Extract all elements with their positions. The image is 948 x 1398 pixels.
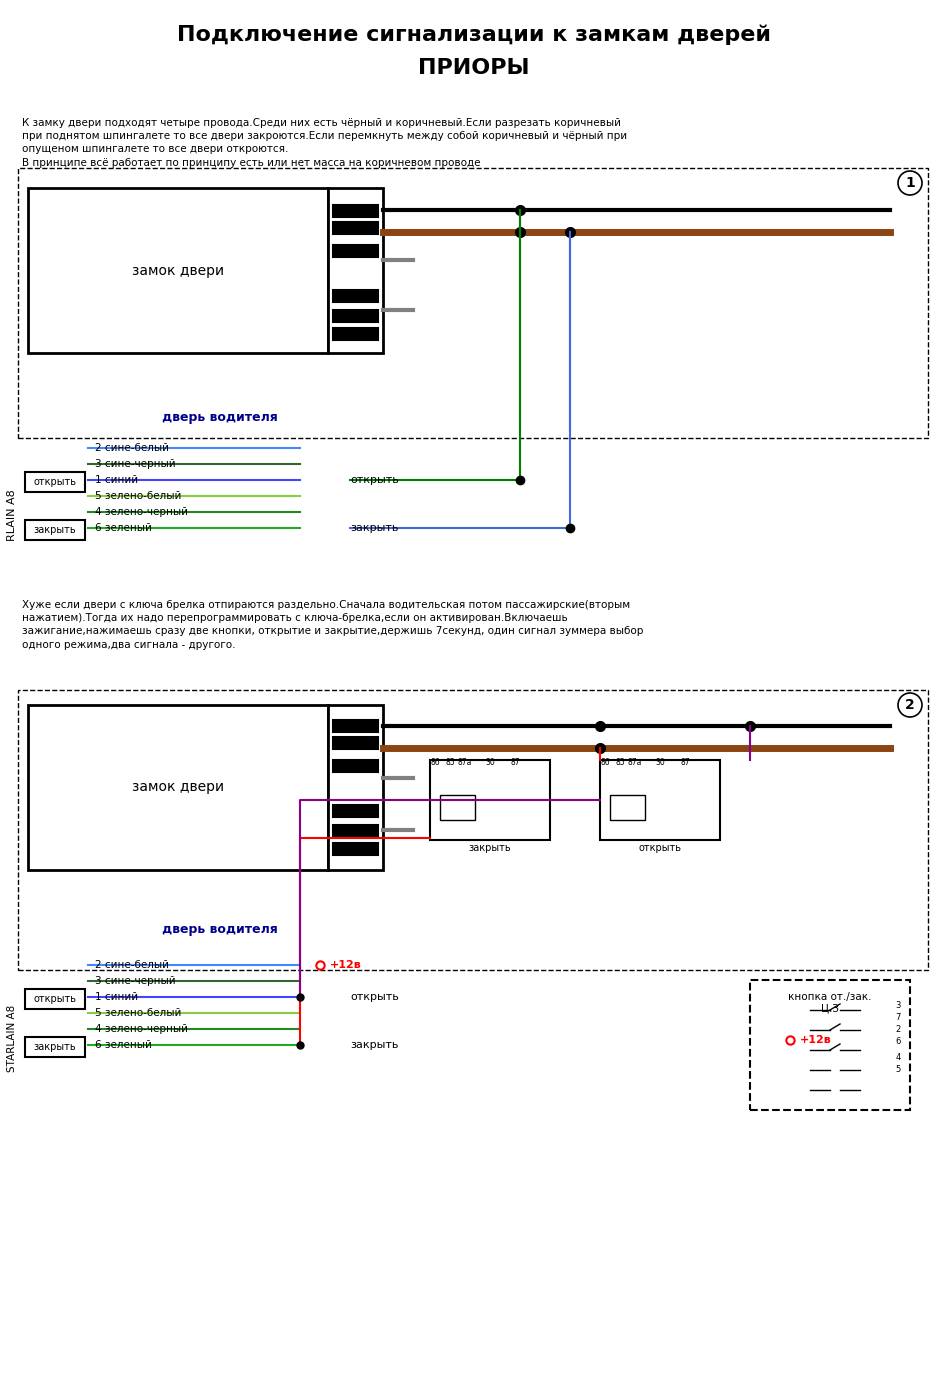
Bar — [18, 168, 928, 438]
Bar — [328, 187, 383, 354]
Bar — [333, 310, 378, 322]
Bar — [25, 1037, 85, 1057]
Bar — [333, 761, 378, 772]
Bar — [328, 705, 383, 870]
Text: закрыть: закрыть — [350, 523, 398, 533]
Bar — [333, 222, 378, 233]
Text: 5 зелено-белый: 5 зелено-белый — [95, 491, 181, 500]
Text: 87: 87 — [680, 758, 690, 768]
Text: 86: 86 — [600, 758, 610, 768]
Circle shape — [898, 693, 922, 717]
Text: К замку двери подходят четыре провода.Среди них есть чёрный и коричневый.Если ра: К замку двери подходят четыре провода.Ср… — [22, 117, 628, 168]
Bar — [28, 187, 328, 354]
Bar — [28, 705, 328, 870]
Text: 6 зеленый: 6 зеленый — [95, 1040, 152, 1050]
Bar — [25, 473, 85, 492]
Text: 7: 7 — [895, 1012, 901, 1022]
Text: замок двери: замок двери — [132, 263, 224, 277]
Text: замок двери: замок двери — [132, 780, 224, 794]
Text: дверь водителя: дверь водителя — [162, 924, 278, 937]
Text: закрыть: закрыть — [468, 843, 511, 853]
Text: 30: 30 — [485, 758, 495, 768]
Text: 5 зелено-белый: 5 зелено-белый — [95, 1008, 181, 1018]
Bar — [610, 795, 645, 821]
Text: 86: 86 — [430, 758, 440, 768]
Text: 2 сине-белый: 2 сине-белый — [95, 443, 169, 453]
Text: 85: 85 — [446, 758, 455, 768]
Bar — [440, 795, 475, 821]
Text: 6: 6 — [895, 1037, 901, 1047]
Text: 87a: 87a — [628, 758, 642, 768]
Text: +12в: +12в — [330, 960, 362, 970]
Text: 1: 1 — [905, 176, 915, 190]
Text: закрыть: закрыть — [34, 526, 76, 535]
Text: открыть: открыть — [350, 475, 399, 485]
Text: открыть: открыть — [33, 994, 77, 1004]
Text: 6 зеленый: 6 зеленый — [95, 523, 152, 533]
Text: 3 сине-черный: 3 сине-черный — [95, 459, 175, 468]
Text: 30: 30 — [655, 758, 665, 768]
Text: 1 синий: 1 синий — [95, 993, 138, 1002]
Bar — [333, 843, 378, 856]
Text: 4: 4 — [895, 1053, 901, 1061]
Text: 3 сине-черный: 3 сине-черный — [95, 976, 175, 986]
Text: 87: 87 — [510, 758, 520, 768]
Text: дверь водителя: дверь водителя — [162, 411, 278, 425]
Bar — [25, 988, 85, 1009]
Text: открыть: открыть — [639, 843, 682, 853]
Text: 85: 85 — [615, 758, 625, 768]
Circle shape — [898, 171, 922, 194]
Bar — [18, 691, 928, 970]
Text: 4 зелено-черный: 4 зелено-черный — [95, 507, 188, 517]
Bar — [333, 245, 378, 257]
Bar — [430, 761, 550, 840]
Text: 3: 3 — [895, 1001, 901, 1009]
Bar — [600, 761, 720, 840]
Bar — [25, 520, 85, 540]
Bar — [333, 805, 378, 816]
Bar — [333, 825, 378, 837]
Bar — [333, 720, 378, 733]
Text: Хуже если двери с ключа брелка отпираются раздельно.Сначала водительская потом п: Хуже если двери с ключа брелка отпираютс… — [22, 600, 644, 650]
Text: закрыть: закрыть — [34, 1042, 76, 1053]
Text: 5: 5 — [895, 1065, 901, 1075]
Text: кнопка от./зак.
Ц.З: кнопка от./зак. Ц.З — [788, 993, 872, 1014]
Text: 2: 2 — [895, 1026, 901, 1035]
Text: ПРИОРЫ: ПРИОРЫ — [418, 57, 530, 78]
Text: STARLAIN A8: STARLAIN A8 — [7, 1004, 17, 1072]
Bar — [333, 289, 378, 302]
Text: открыть: открыть — [33, 477, 77, 487]
Text: закрыть: закрыть — [350, 1040, 398, 1050]
Bar — [750, 980, 910, 1110]
Bar — [333, 329, 378, 340]
Bar — [333, 206, 378, 217]
Text: 2 сине-белый: 2 сине-белый — [95, 960, 169, 970]
Text: 1 синий: 1 синий — [95, 475, 138, 485]
Text: +12в: +12в — [800, 1035, 831, 1044]
Text: 2: 2 — [905, 698, 915, 712]
Text: Подключение сигнализации к замкам дверей: Подключение сигнализации к замкам дверей — [177, 25, 771, 45]
Text: 4 зелено-черный: 4 зелено-черный — [95, 1023, 188, 1035]
Text: открыть: открыть — [350, 993, 399, 1002]
Text: 87a: 87a — [458, 758, 472, 768]
Text: RLAIN A8: RLAIN A8 — [7, 489, 17, 541]
Bar — [333, 737, 378, 749]
